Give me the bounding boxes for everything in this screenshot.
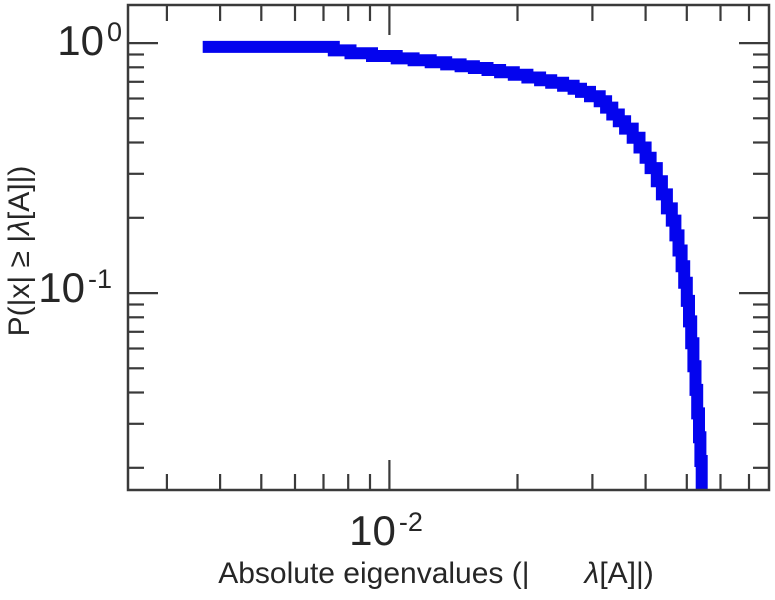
y-tick-label-1e-1: 10 -1 [22, 264, 112, 311]
tick-exponent: -1 [87, 264, 112, 294]
y-tick-label-1e0: 10 0 [38, 17, 122, 64]
tick-base: 10 [57, 17, 104, 64]
tick-base: 10 [38, 264, 85, 311]
lambda-symbol: λ [584, 557, 600, 590]
tick-base: 10 [349, 507, 396, 554]
tick-exponent: 0 [106, 17, 122, 47]
lambda-symbol: λ [3, 220, 36, 235]
y-title-post: [A]|) [3, 165, 36, 221]
x-axis-title: Absolute eigenvalues (| λ[A]|) [98, 557, 774, 590]
y-axis-title: P(|x| ≥ |λ[A]|) [3, 141, 36, 361]
x-tick-label-1e-2: 10 -2 [316, 507, 456, 554]
x-title-post: [A]|) [599, 557, 654, 590]
tick-exponent: -2 [398, 507, 423, 537]
x-title-pre: Absolute eigenvalues (| [218, 557, 530, 590]
